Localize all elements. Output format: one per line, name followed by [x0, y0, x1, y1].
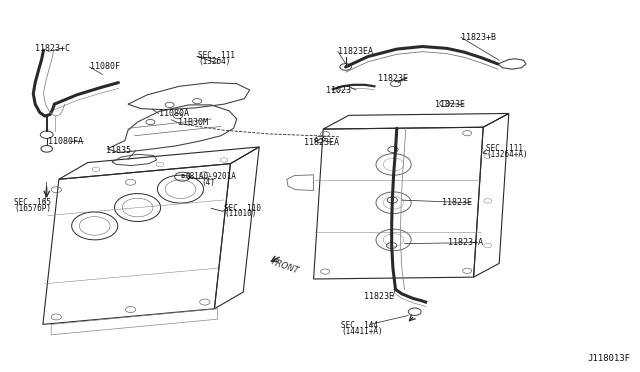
Text: B: B: [180, 174, 184, 179]
Text: 11823+C: 11823+C: [35, 44, 70, 53]
Text: 11823E: 11823E: [442, 198, 472, 207]
Text: 11823+B: 11823+B: [461, 33, 496, 42]
Text: (11010): (11010): [224, 209, 257, 218]
Text: 11823+A: 11823+A: [448, 238, 483, 247]
Text: SEC. 110: SEC. 110: [224, 204, 261, 213]
Text: (16576P): (16576P): [14, 204, 51, 213]
Text: 11835: 11835: [106, 146, 131, 155]
Text: SEC. 165: SEC. 165: [14, 198, 51, 207]
Text: (4): (4): [202, 178, 216, 187]
Text: (13264+A): (13264+A): [486, 150, 528, 159]
Text: 11080F: 11080F: [90, 62, 120, 71]
Text: (13264): (13264): [198, 57, 231, 66]
Text: 081A0-9201A: 081A0-9201A: [186, 172, 236, 181]
Text: 11823E: 11823E: [435, 100, 465, 109]
Text: FRONT: FRONT: [270, 257, 300, 276]
Text: 11823E: 11823E: [364, 292, 394, 301]
Text: 11823EA: 11823EA: [338, 47, 373, 56]
Text: SEC. 144: SEC. 144: [341, 321, 378, 330]
Text: 11823E: 11823E: [378, 74, 408, 83]
Text: 11080FA: 11080FA: [48, 137, 83, 146]
Text: SEC. 111: SEC. 111: [198, 51, 236, 60]
Text: (14411+A): (14411+A): [341, 327, 383, 336]
Text: SEC. 111: SEC. 111: [486, 144, 524, 153]
Text: 11080A: 11080A: [159, 109, 189, 118]
Text: 11023: 11023: [326, 86, 351, 94]
Text: J118013F: J118013F: [588, 355, 630, 363]
Text: 11B30M: 11B30M: [178, 118, 208, 127]
Text: 11823EA: 11823EA: [304, 138, 339, 147]
